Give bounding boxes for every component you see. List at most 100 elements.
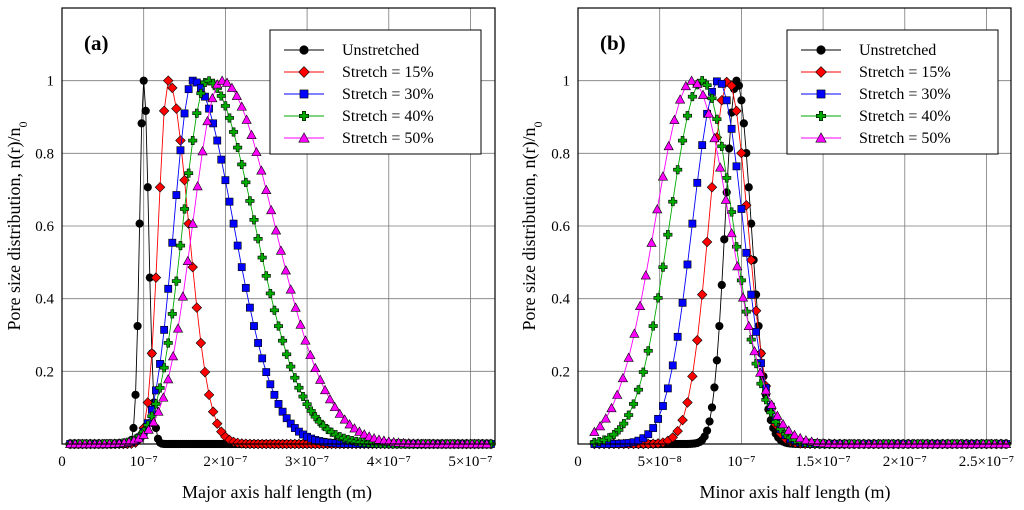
legend: Unstretched Stretch = 15% Stretch = 30% Str…	[786, 29, 999, 155]
data-point	[354, 426, 365, 436]
legend-label: Stretch = 30%	[859, 86, 951, 103]
data-point	[324, 393, 336, 404]
data-point	[162, 75, 174, 86]
data-point	[772, 410, 783, 420]
plot-frame	[61, 7, 496, 445]
data-point	[237, 263, 246, 272]
data-point	[725, 144, 734, 153]
data-point	[720, 194, 731, 204]
data-point	[148, 416, 159, 427]
data-point	[155, 383, 165, 393]
legend-item: Stretch = 15%	[284, 64, 434, 81]
data-point	[226, 82, 238, 92]
data-point	[285, 284, 296, 294]
data-point	[606, 402, 617, 413]
data-point	[693, 178, 702, 187]
data-point	[294, 383, 304, 393]
data-point	[726, 227, 737, 238]
data-point	[756, 379, 766, 389]
data-point	[688, 219, 697, 228]
data-point	[141, 106, 150, 115]
x-tick-label: 3×10⁻⁷	[285, 454, 329, 470]
data-point	[217, 155, 226, 164]
legend-marker	[299, 45, 309, 55]
data-point	[171, 276, 181, 286]
data-point	[653, 293, 663, 303]
data-point	[158, 105, 170, 117]
data-point	[233, 241, 242, 250]
data-point	[668, 361, 677, 370]
data-point	[683, 260, 692, 269]
data-point	[795, 432, 806, 443]
data-point	[172, 323, 184, 333]
data-point	[261, 271, 271, 281]
y-axis-label-main: Pore size distribution, n(r)/n	[519, 128, 540, 331]
data-point	[246, 303, 254, 312]
data-point	[672, 425, 683, 437]
data-point	[589, 426, 600, 436]
data-point	[142, 397, 154, 408]
x-axis-label: Minor axis half length (m)	[700, 482, 891, 503]
data-point	[648, 321, 658, 331]
data-point	[673, 165, 683, 175]
data-point	[659, 402, 667, 410]
data-point	[187, 218, 198, 228]
data-point	[707, 403, 717, 412]
data-point	[717, 141, 727, 151]
data-point	[167, 82, 178, 94]
data-point	[180, 109, 189, 118]
data-point	[220, 431, 231, 443]
data-point	[269, 305, 279, 315]
data-point	[752, 327, 761, 336]
data-point	[163, 338, 173, 348]
data-point	[171, 103, 182, 114]
legend-label: Unstretched	[342, 42, 419, 59]
y-axis-label-subscript: 0	[531, 122, 545, 128]
chart-panel-b: 0 5×10⁻⁸ 10⁻⁷ 1.5×10⁻⁷ 2×10⁻⁷ 2.5×10⁻⁷ 0.2 0.4 0…	[519, 7, 1014, 503]
data-point	[270, 225, 282, 235]
legend-item: Stretch = 40%	[284, 108, 434, 125]
y-tick-label: 0.8	[551, 146, 570, 162]
x-tick-label: 2×10⁻⁷	[883, 454, 927, 470]
data-point	[213, 136, 222, 145]
data-point	[224, 113, 234, 123]
data-point	[192, 78, 201, 87]
data-point	[137, 119, 146, 128]
data-point	[258, 354, 267, 363]
data-point	[669, 114, 680, 124]
data-point	[736, 147, 747, 159]
data-point	[629, 399, 639, 409]
data-point	[310, 362, 321, 373]
data-point	[722, 173, 732, 183]
data-point	[747, 219, 756, 228]
data-point	[133, 321, 142, 331]
data-point	[229, 127, 239, 137]
data-point	[737, 205, 746, 213]
data-point	[270, 390, 279, 399]
data-point	[319, 384, 331, 395]
data-point	[139, 76, 148, 85]
data-point	[667, 432, 678, 443]
legend-item: Stretch = 30%	[801, 86, 951, 103]
data-point	[673, 332, 682, 341]
data-point	[202, 115, 213, 126]
data-point	[705, 417, 714, 426]
data-point	[273, 321, 284, 331]
data-point	[257, 253, 267, 263]
data-point	[233, 143, 243, 153]
y-tick-label: 1	[563, 74, 571, 90]
data-point	[643, 346, 653, 356]
data-point	[737, 292, 749, 302]
data-point	[216, 91, 226, 101]
data-point	[158, 392, 169, 402]
data-point	[701, 236, 713, 248]
data-point	[191, 302, 203, 313]
data-point	[783, 425, 794, 435]
data-point	[290, 302, 301, 312]
legend-item: Stretch = 50%	[801, 130, 951, 147]
data-point	[266, 204, 277, 215]
data-point	[663, 230, 673, 240]
data-point	[634, 300, 646, 310]
data-point	[241, 284, 250, 292]
data-point	[302, 399, 312, 409]
